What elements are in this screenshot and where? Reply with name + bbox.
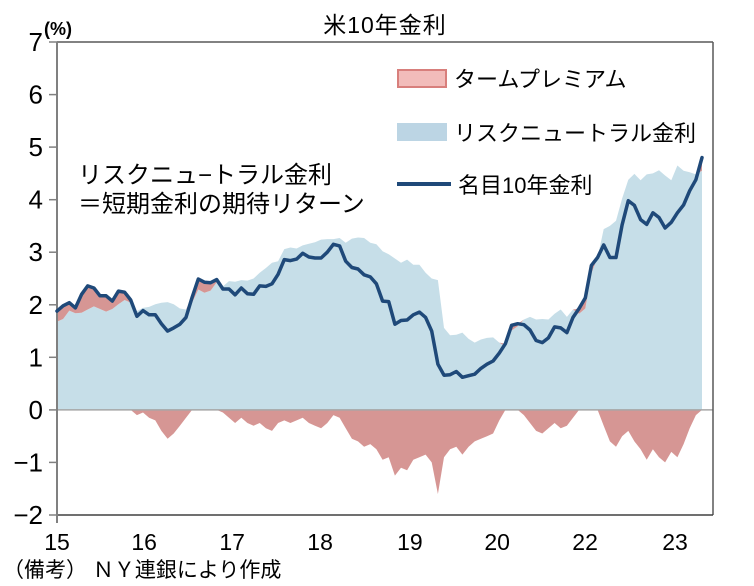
legend-item-nominal: 名目10年金利 xyxy=(397,173,592,198)
x-tick-label: 16 xyxy=(131,529,157,555)
y-axis-unit-label: (%) xyxy=(44,19,72,39)
legend: タームプレミアム リスクニュートラル金利 名目10年金利 xyxy=(397,60,717,205)
y-tick-label: 4 xyxy=(29,185,43,215)
y-tick-label: 2 xyxy=(29,290,43,320)
legend-label-nominal: 名目10年金利 xyxy=(458,173,593,198)
annotation-line1: リスクニュ−トラル金利 xyxy=(78,162,333,189)
term-premium-swatch xyxy=(397,68,447,88)
x-tick-label: 17 xyxy=(219,529,245,555)
annotation-line2: ＝短期金利の期待リターン xyxy=(78,191,365,218)
source-note: （備考） ＮＹ連銀により作成 xyxy=(3,559,282,582)
legend-label-term-premium: タームプレミアム xyxy=(454,67,627,92)
annotation: リスクニュ−トラル金利 ＝短期金利の期待リターン xyxy=(78,161,365,219)
y-tick-label: 3 xyxy=(29,237,43,267)
legend-label-risk-neutral: リスクニュートラル金利 xyxy=(454,121,697,146)
x-tick-label: 22 xyxy=(572,529,598,555)
y-tick-label: 6 xyxy=(29,80,43,110)
y-tick-label: 5 xyxy=(29,132,43,162)
y-tick-label: 7 xyxy=(29,27,43,57)
nominal-line-swatch xyxy=(397,182,451,186)
y-tick-label: −1 xyxy=(13,447,43,477)
y-tick-label: 0 xyxy=(29,395,43,425)
chart-title: 米10年金利 xyxy=(323,12,447,38)
risk-neutral-swatch xyxy=(397,123,447,141)
x-tick-label: 18 xyxy=(307,529,333,555)
y-tick-label: −2 xyxy=(13,500,43,530)
x-tick-label: 23 xyxy=(662,529,688,555)
x-tick-label: 15 xyxy=(44,529,70,555)
x-tick-label: 20 xyxy=(484,529,510,555)
legend-item-risk-neutral: リスクニュートラル金利 xyxy=(397,121,696,146)
nominal-line xyxy=(55,155,704,380)
y-tick-label: 1 xyxy=(29,342,43,372)
legend-item-term-premium: タームプレミアム xyxy=(397,67,626,92)
x-tick-label: 19 xyxy=(397,529,423,555)
